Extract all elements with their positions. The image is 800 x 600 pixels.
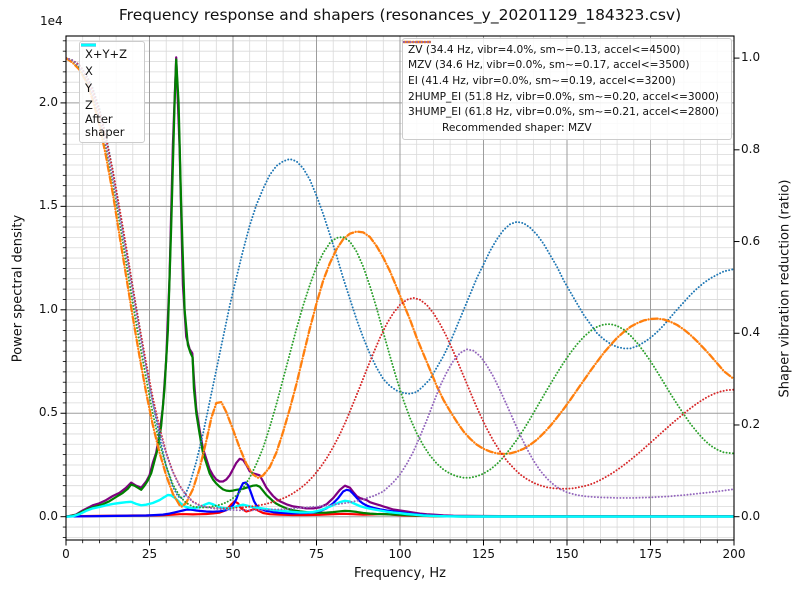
x-tick-label: 25 [141,547,158,561]
legend-item: Y [81,43,138,96]
x-tick-label: 100 [388,547,412,561]
left-tick-label: 2.0 [38,94,58,109]
x-tick-label: 150 [555,547,579,561]
right-tick-label: 0.0 [741,508,761,523]
chart-title: Frequency response and shapers (resonanc… [118,6,682,24]
recommended-shaper-text: Recommended shaper: MZV [442,121,592,134]
legend-item: ZV (34.4 Hz, vibr=4.0%, sm~=0.13, accel<… [403,41,725,58]
legend-item: MZV (34.6 Hz, vibr=0.0%, sm~=0.17, accel… [403,40,725,74]
right-tick-label: 0.8 [741,141,761,156]
axis-ticks [60,40,740,546]
legend-item: X [81,43,138,79]
curves [66,56,734,518]
series-zv [66,57,734,500]
x-tick-label: 125 [472,547,495,561]
legend-item-label: X [85,63,93,78]
legend-item-label: Z [85,97,93,112]
legend-item: Z [81,43,138,113]
y-axis-offset-label: 1e4 [40,14,63,28]
x-tick-label: 175 [639,547,662,561]
left-tick-label: 0.0 [38,508,58,523]
series-ei [66,57,734,509]
x-tick-label: 50 [225,547,241,561]
legend-item-label: Y [85,80,93,95]
legend-item: EI (41.4 Hz, vibr=0.0%, sm~=0.19, accel<… [403,41,725,89]
legend-item: After shaper [81,43,138,139]
series-mzv [66,56,734,508]
series-y [66,58,734,518]
right-tick-label: 0.2 [741,416,761,431]
legend-line-sample [81,43,96,47]
legend-item-label: 2HUMP_EI (51.8 Hz, vibr=0.0%, sm~=0.20, … [408,90,719,103]
left-tick-label: 1.0 [38,301,58,316]
legend-item-label: MZV (34.6 Hz, vibr=0.0%, sm~=0.17, accel… [408,59,690,72]
recommended-shaper-note: Recommended shaper: MZV [408,120,725,136]
right-tick-label: 1.0 [741,50,761,65]
x-tick-label: 75 [308,547,325,561]
legend-item-label: After shaper [85,112,125,139]
x-tick-label: 200 [722,547,746,561]
series-after-shaper [66,493,734,518]
psd-legend: X+Y+Z X Y Z After shaper [79,41,145,143]
legend-item: 3HUMP_EI (61.8 Hz, vibr=0.0%, sm~=0.21, … [403,41,725,120]
right-tick-label: 0.4 [741,325,761,340]
legend-item-label: EI (41.4 Hz, vibr=0.0%, sm~=0.19, accel<… [408,74,676,87]
right-tick-label: 0.6 [741,233,761,248]
shaper-legend: ZV (34.4 Hz, vibr=4.0%, sm~=0.13, accel<… [402,38,732,140]
series-3hump-ei [66,57,734,512]
legend-line-sample [403,41,431,43]
x-axis-label: Frequency, Hz [353,566,447,581]
series-2hump-ei [66,57,734,510]
left-tick-label: 1.5 [38,198,58,213]
legend-item-label: X+Y+Z [85,46,128,61]
x-tick-label: 0 [62,547,70,561]
legend-item-label: ZV (34.4 Hz, vibr=4.0%, sm~=0.13, accel<… [408,43,681,56]
legend-item-label: 3HUMP_EI (61.8 Hz, vibr=0.0%, sm~=0.21, … [408,106,719,119]
left-tick-label: 0.5 [38,405,58,420]
legend-item: 2HUMP_EI (51.8 Hz, vibr=0.0%, sm~=0.20, … [403,41,725,105]
